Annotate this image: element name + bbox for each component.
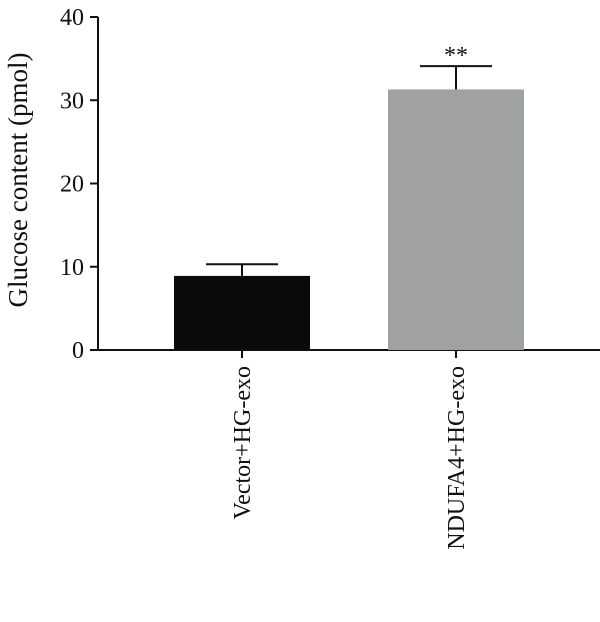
labels: 0 10 20 30 40 Vector+HG-exo ** NDUFA4+HG-exo [60, 5, 470, 550]
bar-2 [388, 89, 524, 351]
y-tick-label: 20 [60, 172, 84, 198]
bar-1 [174, 275, 310, 350]
y-tick-label: 40 [60, 5, 84, 31]
x-tick-label: Vector+HG-exo [230, 366, 256, 519]
bars [174, 65, 524, 351]
x-tick-label: NDUFA4+HG-exo [444, 366, 470, 550]
significance-label: ** [444, 43, 468, 69]
y-tick-label: 30 [60, 88, 84, 114]
y-tick-label: 10 [60, 255, 84, 281]
y-axis-title: Glucose content (pmol) [3, 53, 33, 308]
y-tick-label: 0 [72, 338, 84, 364]
